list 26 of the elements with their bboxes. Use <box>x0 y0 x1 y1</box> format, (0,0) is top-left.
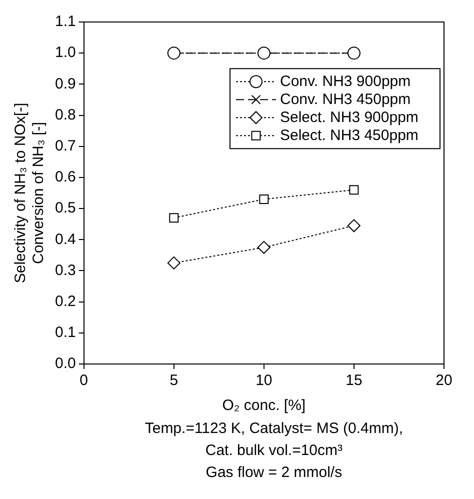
text: Gas flow = 2 mmol/s <box>206 464 342 482</box>
y-tick-label: 0.7 <box>54 138 76 155</box>
y-tick-label: 0.8 <box>54 106 76 124</box>
legend-label: Conv. NH3 450ppm <box>280 90 411 108</box>
y-tick-label: 0.3 <box>54 262 76 279</box>
y-tick-label: 0.5 <box>54 200 76 217</box>
y-tick-label: 0.2 <box>54 292 76 310</box>
y-tick-label: 0.6 <box>54 168 76 186</box>
y-tick-label: 0.4 <box>54 230 76 248</box>
x-tick-label: 5 <box>170 372 178 390</box>
y-axis-title: Selectivity of NH₃ to NOx[-] Conversion of NH₃ [-] <box>12 102 48 284</box>
legend-label: Conv. NH3 900ppm <box>280 72 411 90</box>
text: Cat. bulk vol.=10cm³ <box>205 442 342 460</box>
text: Temp.=1123 K, Catalyst= MS (0.4mm), <box>144 420 404 438</box>
y-tick-label: 1.0 <box>54 44 76 62</box>
y-tick-label: 0.0 <box>54 355 76 372</box>
x-tick-label: 20 <box>436 372 452 390</box>
x-tick-label: 0 <box>80 372 88 390</box>
y-tick-label: 0.9 <box>54 75 76 92</box>
legend-label: Select. NH3 900ppm <box>280 108 418 126</box>
legend-label: Select. NH3 450ppm <box>280 126 418 144</box>
x-tick-label: 10 <box>256 372 272 390</box>
x-tick-label: 15 <box>346 372 362 390</box>
x-axis-title: O₂ conc. [%] <box>222 397 306 414</box>
y-tick-label: 0.1 <box>54 324 76 342</box>
y-tick-label: 1.1 <box>54 13 76 30</box>
